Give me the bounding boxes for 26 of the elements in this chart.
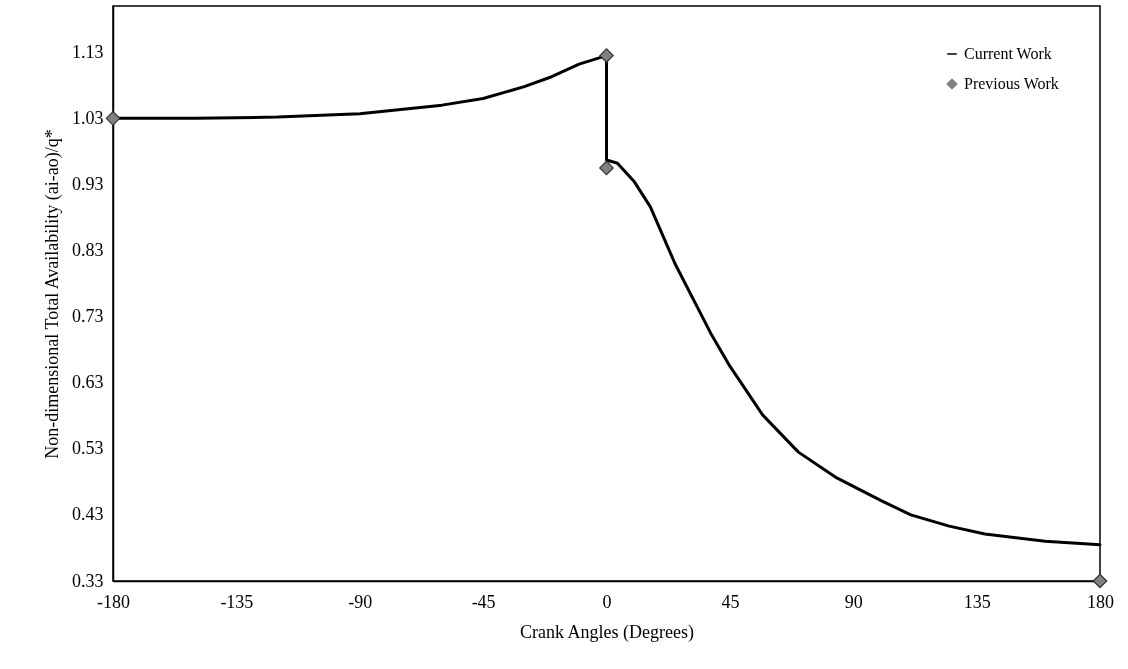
point: [1092, 573, 1108, 589]
y-axis-title: Non-dimensional Total Availability (ai-ao)/q*: [42, 129, 63, 459]
legend-label: Previous Work: [964, 75, 1059, 92]
y-tick-label: 0.93: [72, 173, 104, 194]
point: [105, 111, 121, 126]
x-tick-label: -45: [471, 591, 496, 612]
x-tick-label: 0: [602, 591, 612, 612]
y-tick-label: 0.43: [72, 504, 104, 525]
x-axis-title: Crank Angles (Degrees): [520, 621, 694, 643]
y-tick-label: 0.53: [72, 438, 104, 459]
x-tick-label: 180: [1087, 591, 1114, 612]
y-tick-label: 0.63: [72, 372, 104, 393]
point: [599, 48, 614, 63]
x-tick-label: -135: [220, 591, 254, 612]
point: [599, 160, 614, 176]
x-tick-label: 135: [963, 591, 991, 612]
x-tick-label: -180: [97, 591, 130, 612]
y-tick-label: 0.73: [72, 306, 104, 327]
y-tick-label: 0.83: [72, 240, 104, 261]
x-tick-label: 90: [844, 591, 863, 612]
y-tick-label: 0.33: [72, 570, 104, 591]
x-tick-label: -90: [348, 591, 373, 612]
x-tick-label: 45: [721, 591, 740, 612]
y-tick-label: 1.13: [72, 41, 104, 62]
legend-label: Current Work: [964, 45, 1052, 62]
y-tick-label: 1.03: [72, 107, 104, 128]
